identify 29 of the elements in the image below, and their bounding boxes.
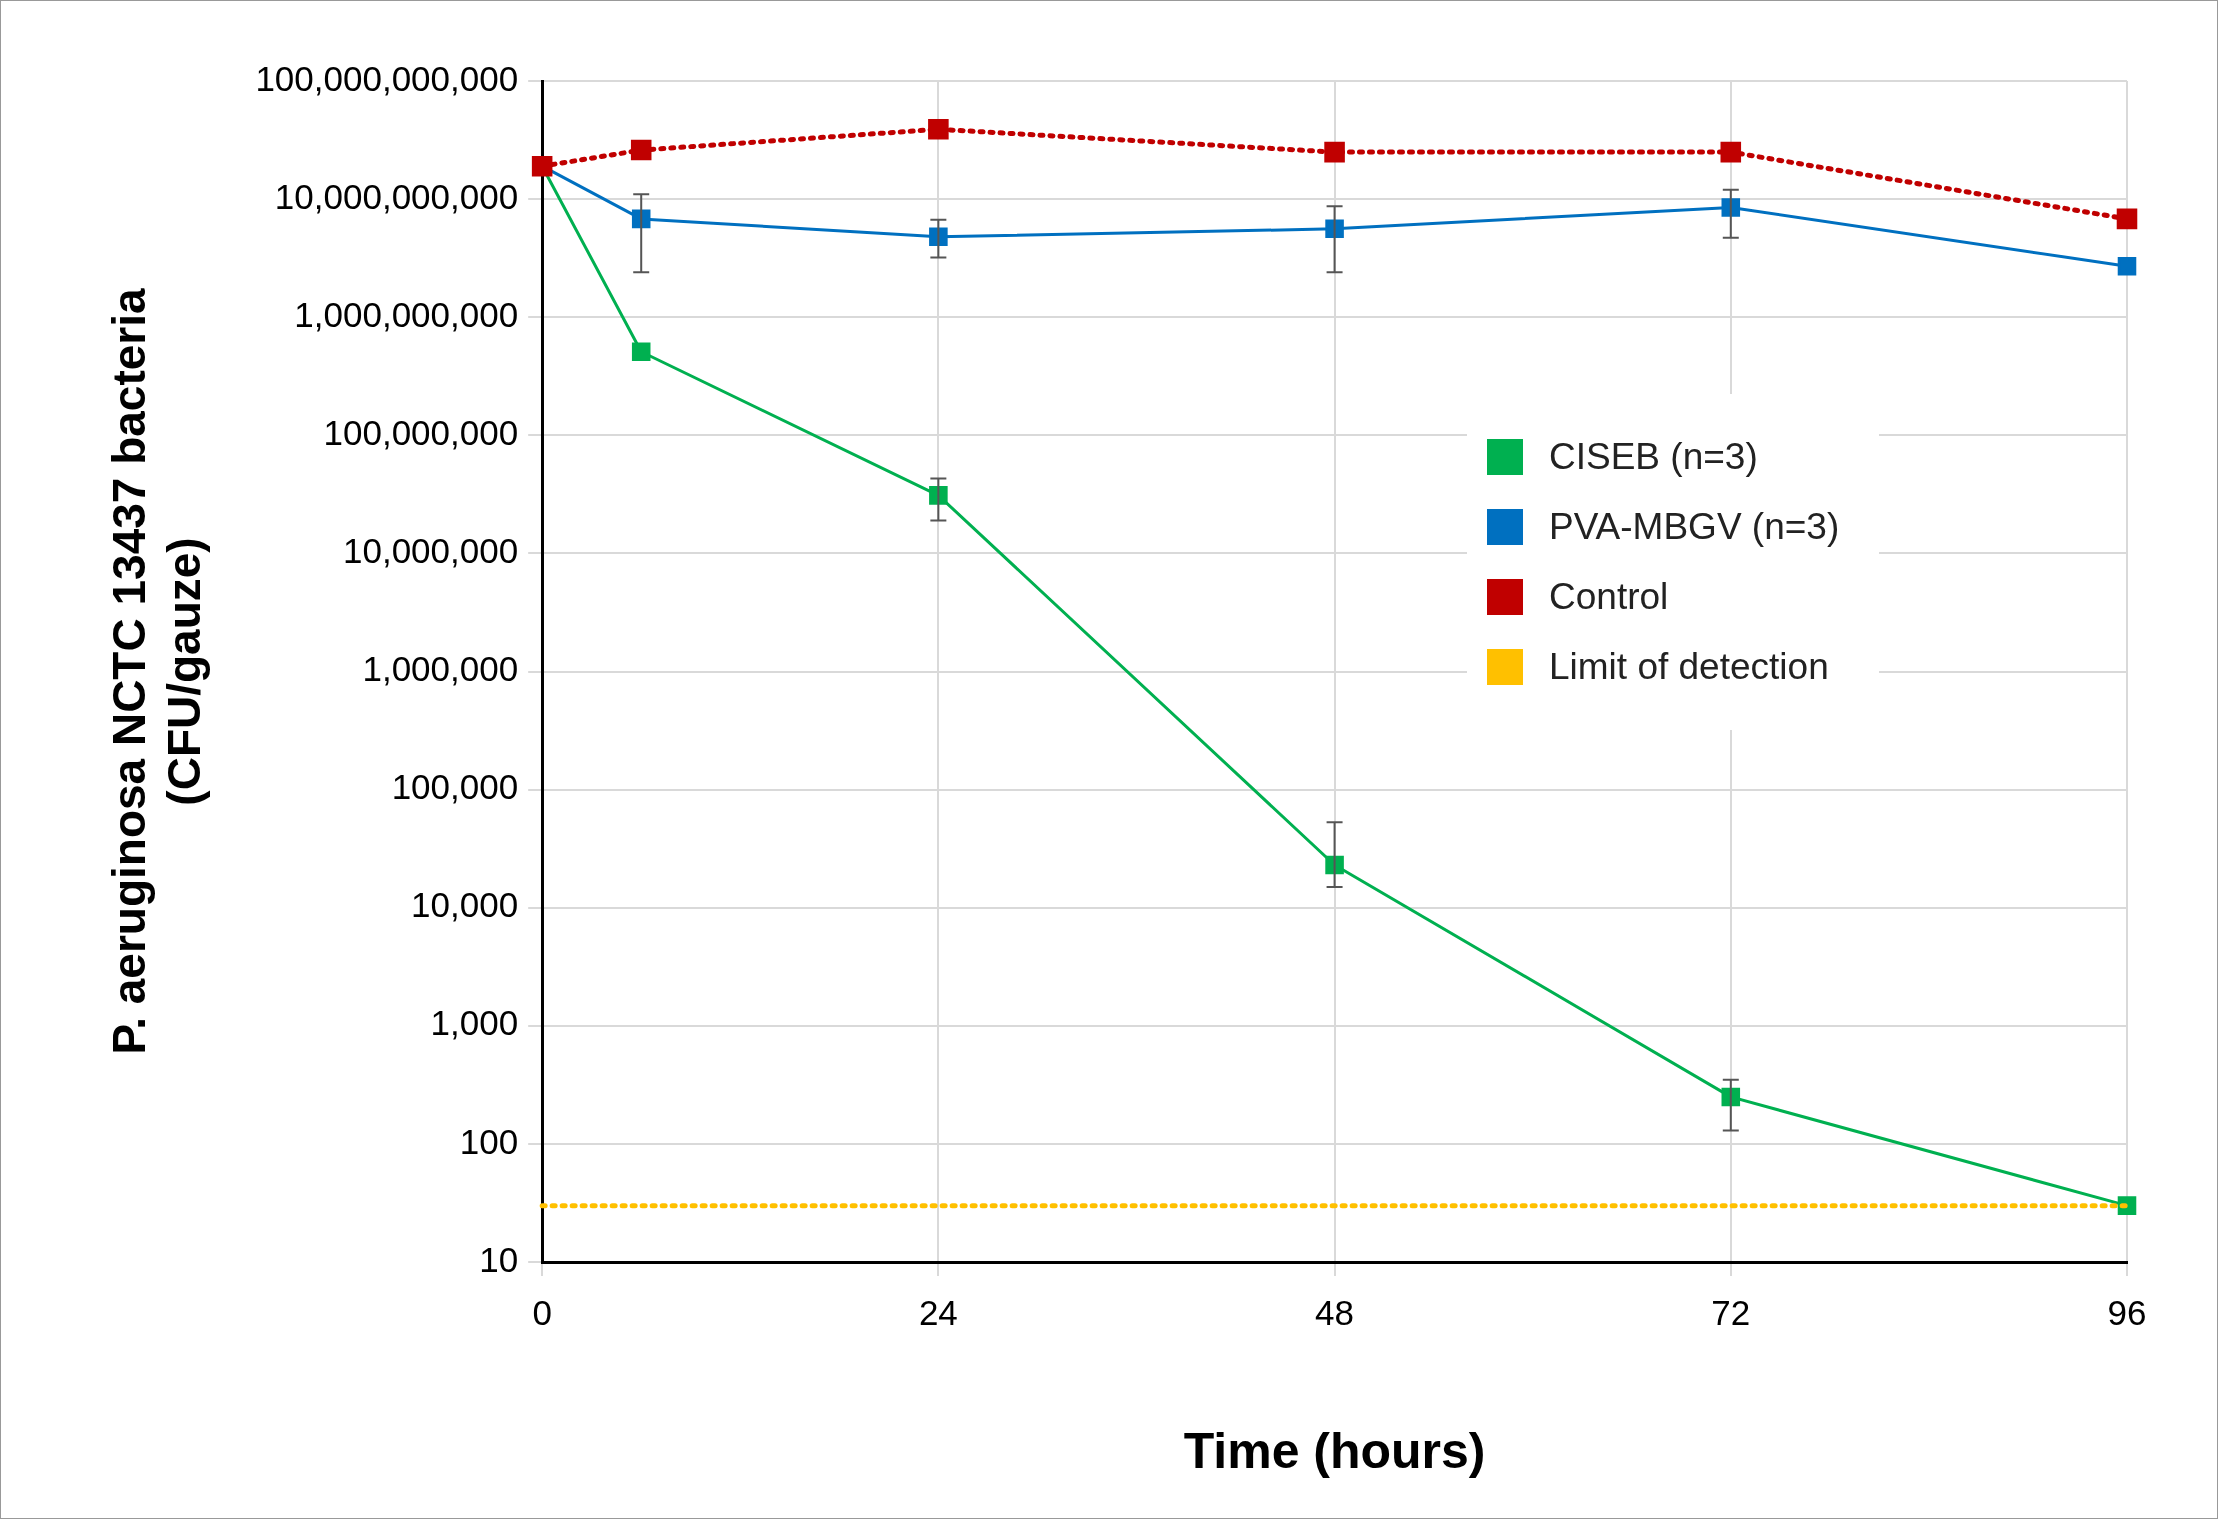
y-tick-label: 100,000,000,000 bbox=[255, 58, 519, 98]
x-tick-label: 48 bbox=[1315, 1292, 1355, 1332]
x-tick-label: 96 bbox=[2107, 1292, 2147, 1332]
legend-label: Control bbox=[1549, 576, 1669, 619]
y-axis-title: P. aeruginosa NCTC 13437 bacteria (CFU/gauze) bbox=[103, 288, 211, 1055]
y-tick-label: 1,000,000 bbox=[362, 649, 519, 689]
point bbox=[1324, 141, 1345, 163]
y-tick-label: 10,000,000,000 bbox=[274, 176, 519, 216]
point bbox=[2116, 208, 2138, 230]
x-tick-label: 72 bbox=[1711, 1292, 1751, 1332]
point bbox=[1720, 141, 1742, 163]
y-tick-label: 100 bbox=[459, 1121, 519, 1161]
y-tick-label: 10,000 bbox=[411, 885, 519, 925]
point bbox=[2117, 256, 2137, 276]
y-tick-label: 1,000,000,000 bbox=[294, 294, 519, 334]
legend-label: PVA-MBGV (n=3) bbox=[1549, 506, 1840, 549]
y-tick-label: 10,000,000 bbox=[342, 531, 519, 571]
point bbox=[631, 342, 651, 362]
x-tick-label: 24 bbox=[918, 1292, 958, 1332]
point bbox=[630, 139, 652, 161]
legend-label: Limit of detection bbox=[1549, 646, 1829, 689]
legend-label: CISEB (n=3) bbox=[1549, 436, 1758, 479]
y-tick-label: 1,000 bbox=[430, 1003, 519, 1043]
x-tick-label: 0 bbox=[532, 1292, 552, 1332]
x-axis-title: Time (hours) bbox=[1183, 1422, 1486, 1479]
y-tick-label: 10 bbox=[479, 1239, 519, 1279]
point bbox=[928, 119, 949, 140]
y-tick-label: 100,000 bbox=[391, 767, 519, 807]
y-tick-label: 100,000,000 bbox=[323, 412, 519, 452]
